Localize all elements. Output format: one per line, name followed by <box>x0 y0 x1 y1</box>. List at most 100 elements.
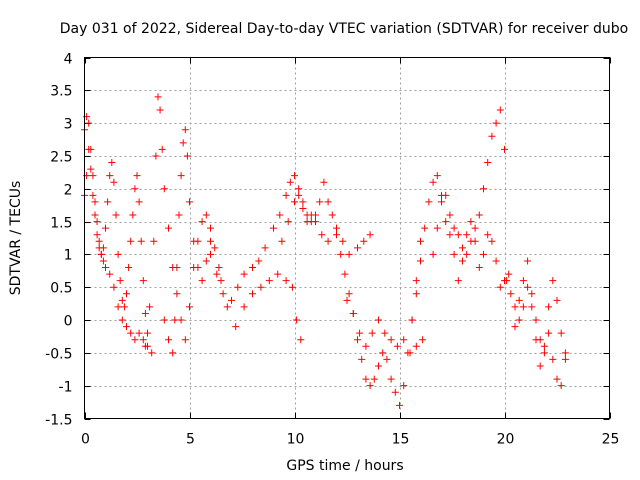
data-point <box>173 264 181 272</box>
data-point <box>91 211 99 219</box>
data-point <box>511 323 519 331</box>
data-point <box>463 250 471 258</box>
data-point <box>417 257 424 265</box>
x-tick-label: 15 <box>392 432 410 448</box>
data-point <box>345 250 353 258</box>
data-point <box>362 375 370 383</box>
data-point <box>240 270 248 278</box>
data-point <box>127 329 135 337</box>
data-point <box>158 145 166 153</box>
data-point <box>387 336 395 344</box>
data-point <box>288 283 296 291</box>
data-point <box>505 270 513 278</box>
data-point <box>438 198 445 206</box>
data-point <box>286 178 294 186</box>
data-point <box>219 290 227 298</box>
data-point <box>333 231 340 239</box>
data-point <box>181 126 189 134</box>
data-point <box>291 172 298 180</box>
data-point <box>343 296 351 304</box>
data-point <box>255 257 263 265</box>
data-point <box>412 290 420 298</box>
data-point <box>198 218 206 226</box>
data-point <box>362 342 370 350</box>
data-point <box>91 198 99 206</box>
data-point <box>114 250 122 258</box>
data-point <box>165 336 172 344</box>
data-point <box>123 290 130 298</box>
y-tick-label: 2.5 <box>50 150 72 166</box>
x-tick-label: 25 <box>602 432 620 448</box>
data-point <box>141 342 149 350</box>
data-point <box>354 244 361 252</box>
data-point <box>425 198 433 206</box>
data-point <box>475 211 483 219</box>
data-point <box>160 316 168 324</box>
data-point <box>496 106 504 114</box>
data-point <box>234 283 242 291</box>
data-point <box>328 211 336 219</box>
data-point <box>257 283 265 291</box>
data-point <box>282 191 290 199</box>
data-point <box>87 165 95 173</box>
series-track-9 <box>408 106 504 324</box>
data-point <box>125 264 133 272</box>
data-point <box>356 329 364 337</box>
data-point <box>545 329 553 337</box>
series-track-1 <box>81 113 151 337</box>
data-point <box>104 198 112 206</box>
data-point <box>144 329 151 337</box>
data-point <box>299 204 307 212</box>
series-track-12 <box>511 257 569 390</box>
series-track-6 <box>217 270 305 344</box>
data-point <box>95 244 103 252</box>
data-point <box>118 296 126 304</box>
data-point <box>354 336 361 344</box>
data-point <box>295 185 303 193</box>
data-point <box>215 264 223 272</box>
data-point <box>295 191 303 199</box>
data-point <box>549 355 557 363</box>
x-tick-label: 20 <box>497 432 515 448</box>
data-point <box>345 290 353 298</box>
data-point <box>93 231 101 239</box>
data-point <box>540 342 548 350</box>
data-point <box>183 152 191 160</box>
data-point <box>358 355 366 363</box>
data-point <box>393 342 401 350</box>
chart-title: Day 031 of 2022, Sidereal Day-to-day VTE… <box>60 21 628 37</box>
data-point <box>291 198 298 206</box>
data-point <box>454 277 462 285</box>
data-point <box>85 145 93 153</box>
data-point <box>419 336 427 344</box>
data-point <box>186 198 193 206</box>
data-point <box>528 303 536 311</box>
data-point <box>112 211 120 219</box>
data-point <box>446 231 454 239</box>
data-point <box>131 185 139 193</box>
data-point <box>454 231 462 239</box>
data-point <box>337 250 345 258</box>
data-point <box>406 349 414 357</box>
data-point <box>202 211 210 219</box>
data-point <box>429 178 437 186</box>
data-point <box>561 349 569 357</box>
data-point <box>320 178 328 186</box>
x-tick-label: 10 <box>287 432 305 448</box>
y-tick-label: -1 <box>59 380 73 396</box>
data-point <box>137 237 145 245</box>
series-track-10 <box>429 191 513 291</box>
data-point <box>379 349 387 357</box>
data-point <box>102 264 109 272</box>
data-point <box>532 316 540 324</box>
data-point <box>368 329 376 337</box>
data-point <box>341 270 349 278</box>
data-point <box>249 290 256 298</box>
data-point <box>316 198 324 206</box>
data-point <box>429 250 437 258</box>
y-axis-label: SDTVAR / TECUs <box>8 181 24 296</box>
data-point <box>515 296 523 304</box>
data-point <box>324 198 332 206</box>
data-point <box>139 336 147 344</box>
